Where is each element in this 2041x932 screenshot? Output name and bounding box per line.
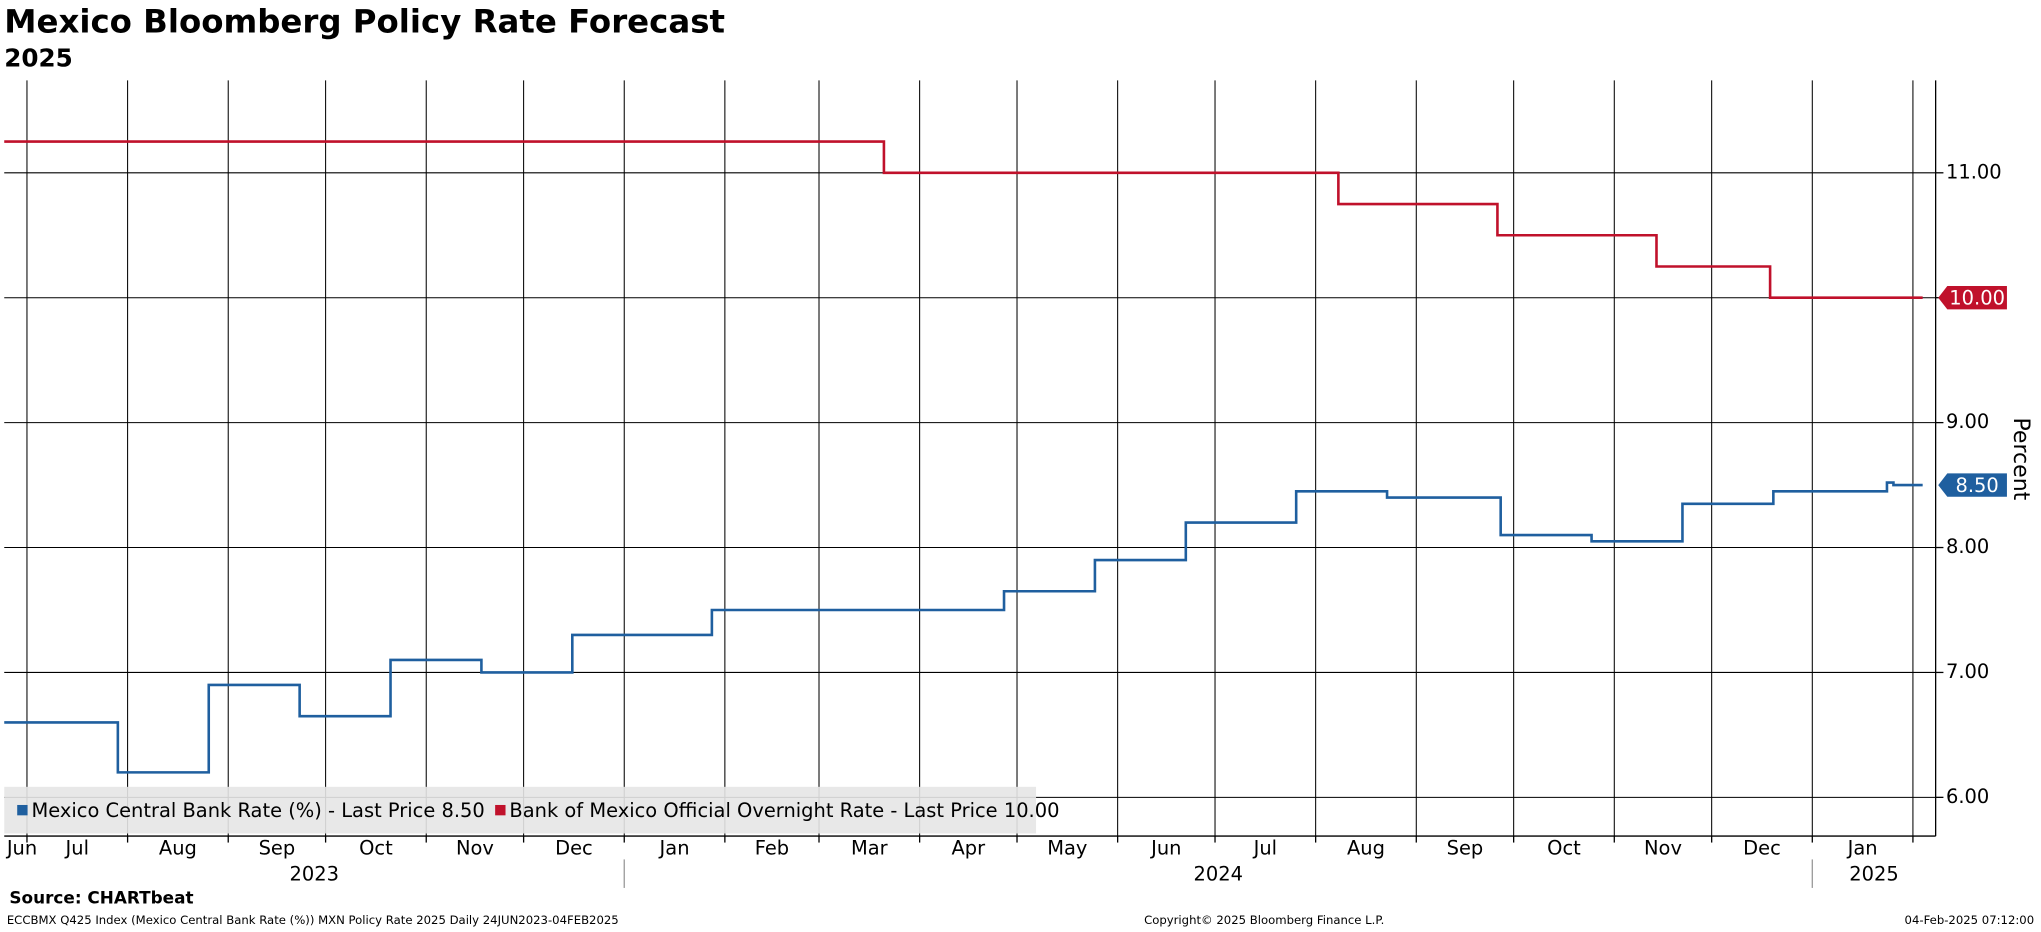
y-tick-label: 11.00: [1946, 160, 2002, 183]
last-price-tag: [1938, 473, 2007, 497]
x-tick-label: Oct: [1547, 837, 1581, 860]
x-tick-label: Jul: [65, 837, 89, 860]
footer-center: Copyright© 2025 Bloomberg Finance L.P.: [1144, 913, 1384, 927]
y-axis-label: Percent: [2008, 417, 2033, 500]
legend: Mexico Central Bank Rate (%) - Last Pric…: [4, 786, 1059, 834]
x-tick-label: Jan: [659, 837, 690, 860]
x-year-label: 2025: [1849, 862, 1898, 885]
last-price-label: 10.00: [1949, 287, 2005, 310]
y-tick-label: 9.00: [1946, 410, 1989, 433]
last-price-label: 8.50: [1955, 474, 1998, 497]
chart-title: Mexico Bloomberg Policy Rate Forecast: [4, 2, 725, 40]
footer-right: 04-Feb-2025 07:12:00: [1905, 913, 2035, 927]
x-tick-label: Jun: [6, 837, 37, 860]
x-tick-label: Sep: [1447, 837, 1484, 860]
x-tick-label: Aug: [159, 837, 197, 860]
x-year-label: 2024: [1194, 862, 1243, 885]
x-tick-label: Dec: [1743, 837, 1781, 860]
x-year-label: 2023: [290, 862, 339, 885]
x-tick-label: Jun: [1150, 837, 1181, 860]
x-tick-label: Sep: [259, 837, 296, 860]
legend-swatch: [17, 804, 28, 816]
legend-swatch: [495, 804, 506, 816]
series-line: [4, 140, 1923, 300]
x-tick-label: May: [1047, 837, 1087, 860]
x-tick-label: Feb: [755, 837, 789, 860]
source: Source: CHARTbeat: [9, 887, 193, 907]
series-line: [4, 481, 1923, 774]
x-tick-label: Aug: [1347, 837, 1385, 860]
legend-label: Bank of Mexico Official Overnight Rate -…: [509, 799, 1059, 822]
y-tick-label: 8.00: [1946, 535, 1989, 558]
last-price-tag: [1938, 286, 2007, 310]
x-tick-label: Dec: [555, 837, 593, 860]
x-tick-label: Apr: [952, 837, 986, 860]
x-tick-label: Jul: [1253, 837, 1277, 860]
x-tick-label: Jan: [1847, 837, 1878, 860]
chart-subtitle: 2025: [4, 44, 73, 73]
y-tick-label: 7.00: [1946, 660, 1989, 683]
x-tick-label: Oct: [359, 837, 393, 860]
x-tick-label: Mar: [851, 837, 888, 860]
legend-label: Mexico Central Bank Rate (%) - Last Pric…: [31, 799, 484, 822]
legend-background: [4, 786, 1037, 834]
x-tick-label: Nov: [1644, 837, 1682, 860]
footer-left: ECCBMX Q425 Index (Mexico Central Bank R…: [7, 913, 619, 927]
y-tick-label: 6.00: [1946, 785, 1989, 808]
x-tick-label: Nov: [456, 837, 494, 860]
